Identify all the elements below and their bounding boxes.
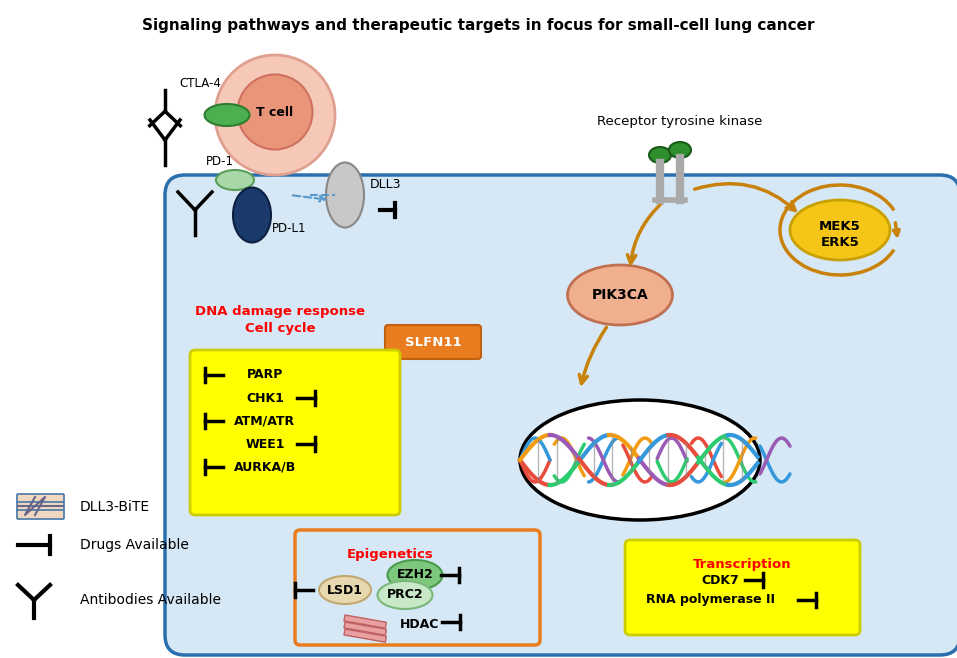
Ellipse shape — [215, 55, 335, 175]
Ellipse shape — [669, 142, 691, 158]
Text: Drugs Available: Drugs Available — [80, 538, 189, 552]
Text: Receptor tyrosine kinase: Receptor tyrosine kinase — [597, 115, 763, 128]
Text: Signaling pathways and therapeutic targets in focus for small-cell lung cancer: Signaling pathways and therapeutic targe… — [142, 18, 814, 33]
Text: PRC2: PRC2 — [387, 588, 423, 601]
Ellipse shape — [319, 576, 371, 604]
Ellipse shape — [568, 265, 673, 325]
FancyBboxPatch shape — [17, 502, 64, 511]
Ellipse shape — [216, 170, 254, 190]
Ellipse shape — [520, 400, 760, 520]
Ellipse shape — [237, 74, 313, 149]
Text: RNA polymerase II: RNA polymerase II — [646, 594, 774, 607]
FancyBboxPatch shape — [385, 325, 481, 359]
Text: PD-L1: PD-L1 — [272, 222, 306, 234]
Text: T cell: T cell — [256, 105, 294, 118]
Text: DLL3-BiTE: DLL3-BiTE — [80, 500, 150, 514]
Ellipse shape — [326, 163, 364, 228]
Text: HDAC: HDAC — [400, 619, 439, 632]
FancyBboxPatch shape — [17, 510, 64, 519]
Ellipse shape — [649, 147, 671, 163]
Bar — [344, 629, 387, 642]
Text: DLL3: DLL3 — [370, 178, 402, 191]
FancyBboxPatch shape — [625, 540, 860, 635]
FancyBboxPatch shape — [17, 494, 64, 503]
Text: PARP: PARP — [247, 368, 283, 382]
Ellipse shape — [205, 104, 250, 126]
FancyBboxPatch shape — [295, 530, 540, 645]
FancyArrowPatch shape — [628, 202, 663, 263]
Text: PD-1: PD-1 — [206, 155, 234, 168]
Text: EZH2: EZH2 — [396, 569, 434, 582]
Bar — [344, 622, 387, 635]
Text: AURKA/B: AURKA/B — [234, 461, 296, 474]
Text: ERK5: ERK5 — [820, 236, 859, 249]
Text: Transcription: Transcription — [693, 558, 791, 571]
Text: WEE1: WEE1 — [245, 438, 285, 451]
Text: CTLA-4: CTLA-4 — [179, 77, 221, 90]
FancyArrowPatch shape — [695, 184, 795, 211]
Text: LSD1: LSD1 — [327, 584, 363, 597]
Text: Antibodies Available: Antibodies Available — [80, 593, 221, 607]
Text: Cell cycle: Cell cycle — [245, 322, 315, 335]
Ellipse shape — [377, 581, 433, 609]
Bar — [344, 615, 387, 628]
Text: PIK3CA: PIK3CA — [591, 288, 649, 302]
Ellipse shape — [233, 188, 271, 243]
Text: SLFN11: SLFN11 — [405, 336, 461, 349]
Text: ATM/ATR: ATM/ATR — [234, 415, 296, 428]
Ellipse shape — [790, 200, 890, 260]
FancyBboxPatch shape — [190, 350, 400, 515]
Text: Epigenetics: Epigenetics — [346, 548, 434, 561]
Ellipse shape — [388, 560, 442, 590]
Text: MEK5: MEK5 — [819, 220, 861, 234]
FancyArrowPatch shape — [579, 327, 607, 384]
Text: CHK1: CHK1 — [246, 392, 284, 405]
Text: CDK7: CDK7 — [701, 574, 739, 586]
Text: DNA damage response: DNA damage response — [195, 305, 365, 318]
FancyBboxPatch shape — [165, 175, 957, 655]
